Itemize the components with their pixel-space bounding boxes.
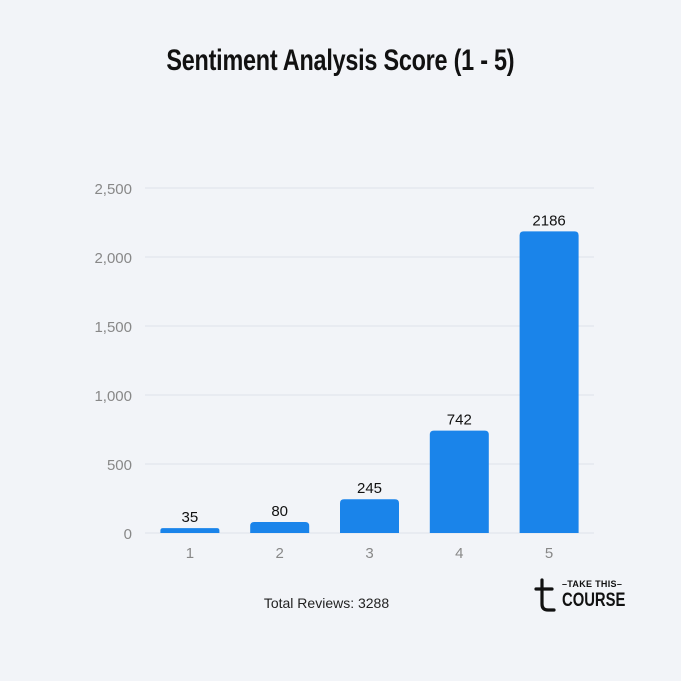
bar-data-label: 245	[357, 480, 382, 497]
logo-text-bottom: COURSE	[562, 590, 625, 612]
x-tick-label: 2	[276, 545, 284, 562]
bar	[160, 528, 219, 533]
y-tick-label: 2,500	[94, 181, 132, 198]
take-this-course-logo: –TAKE THIS– COURSE	[532, 576, 622, 616]
y-tick-label: 2,000	[94, 250, 132, 267]
logo-text-top: –TAKE THIS–	[562, 579, 622, 589]
bar	[340, 499, 399, 533]
bar-data-label: 742	[447, 412, 472, 429]
y-tick-label: 0	[124, 526, 132, 543]
bar	[520, 231, 579, 533]
y-tick-label: 1,000	[94, 388, 132, 405]
bar	[250, 522, 309, 533]
x-tick-label: 3	[365, 545, 373, 562]
x-tick-label: 1	[186, 545, 194, 562]
y-tick-label: 1,500	[94, 319, 132, 336]
bar-data-label: 35	[182, 509, 199, 526]
y-tick-label: 500	[107, 457, 132, 474]
x-tick-label: 4	[455, 545, 463, 562]
bar-data-label: 80	[271, 503, 288, 520]
bar-data-label: 2186	[532, 212, 565, 229]
bar	[430, 431, 489, 533]
logo-t-icon	[532, 576, 560, 616]
x-tick-label: 5	[545, 545, 553, 562]
